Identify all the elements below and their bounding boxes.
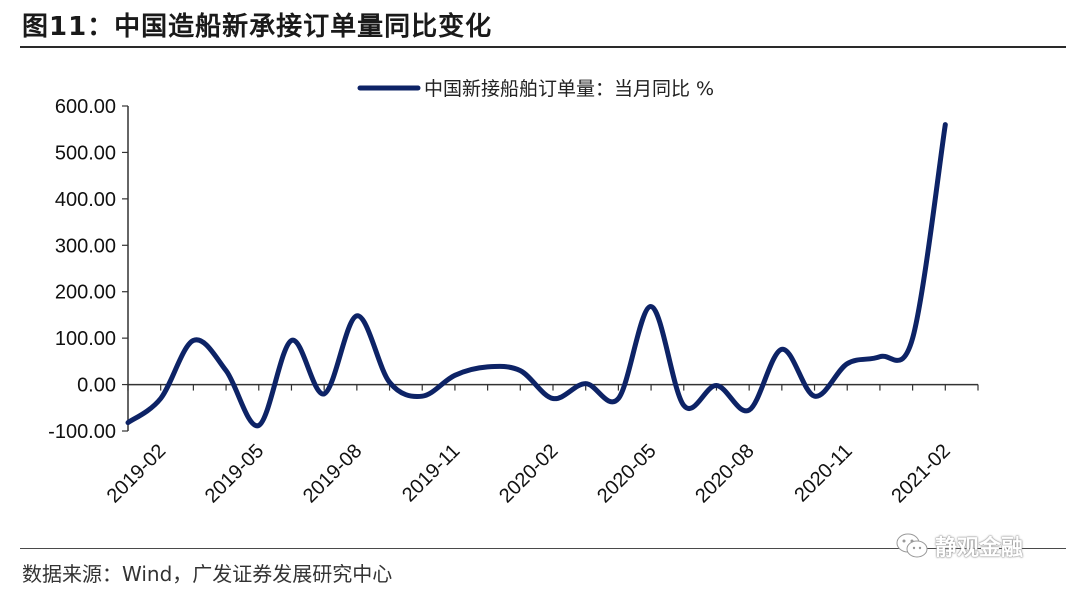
series-layer xyxy=(125,122,948,428)
series-line xyxy=(125,122,948,428)
y-tick-label: -100.00 xyxy=(48,421,116,443)
title-divider xyxy=(20,46,1066,48)
x-tick-label: 2019-08 xyxy=(299,440,366,507)
y-axis: -100.00 0.00 100.00 200.00 300.00 400.00 500.0… xyxy=(48,96,129,443)
x-tick-label: 2020-11 xyxy=(790,440,856,506)
source-note: 数据来源：Wind，广发证券发展研究中心 xyxy=(22,562,393,586)
x-tick-label: 2021-02 xyxy=(887,440,954,507)
y-tick-label: 500.00 xyxy=(55,142,116,164)
footer-divider xyxy=(20,548,1066,549)
legend-label: 中国新接船舶订单量：当月同比 % xyxy=(424,78,714,100)
y-tick-label: 100.00 xyxy=(55,328,116,350)
x-tick-label: 2019-02 xyxy=(103,440,170,507)
x-axis: 2019-02 2019-05 2019-08 2019-11 2020-02 2020-… xyxy=(103,383,979,507)
x-tick-label: 2020-05 xyxy=(593,440,660,507)
legend: 中国新接船舶订单量：当月同比 % xyxy=(357,78,714,100)
x-tick-label: 2019-05 xyxy=(201,440,268,507)
line-chart: 中国新接船舶订单量：当月同比 % -100.00 0.00 100.00 200.00… xyxy=(48,78,979,507)
x-tick-label: 2020-02 xyxy=(495,440,562,507)
watermark-text: 静观金融 xyxy=(935,536,1024,561)
y-tick-label: 400.00 xyxy=(55,189,116,211)
x-tick-label: 2020-08 xyxy=(691,440,758,507)
chart-title: 图11：中国造船新承接订单量同比变化 xyxy=(22,12,493,42)
x-tick-label: 2019-11 xyxy=(398,440,464,506)
y-tick-label: 300.00 xyxy=(55,235,116,257)
wechat-icon xyxy=(896,533,928,558)
y-tick-label: 200.00 xyxy=(55,282,116,304)
y-tick-label: 0.00 xyxy=(77,375,116,397)
watermark: 静观金融 xyxy=(895,530,1023,562)
y-tick-label: 600.00 xyxy=(55,96,116,118)
